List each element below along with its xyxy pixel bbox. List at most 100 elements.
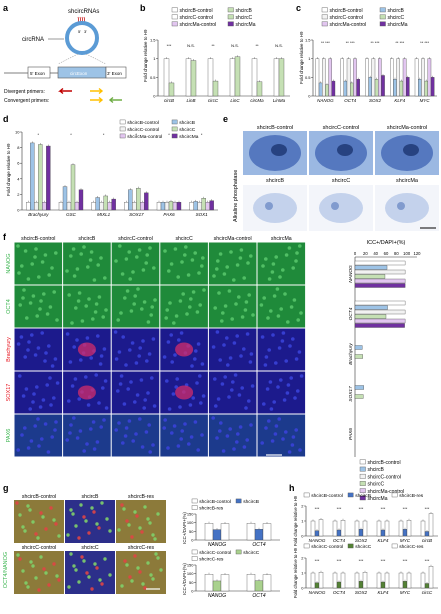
cell-nucleus bbox=[78, 429, 83, 433]
cell-nucleus bbox=[198, 374, 202, 378]
category-label: NANOG bbox=[317, 98, 334, 103]
bar bbox=[427, 58, 432, 97]
category-label: MIXL1 bbox=[97, 212, 111, 217]
bar bbox=[111, 198, 116, 211]
legend-label: shcircMa-control bbox=[180, 22, 217, 28]
bar bbox=[340, 520, 346, 537]
bar bbox=[340, 572, 346, 589]
cell-nucleus bbox=[35, 385, 39, 389]
legend-swatch bbox=[119, 133, 126, 139]
cell-nucleus bbox=[272, 400, 277, 404]
bar bbox=[328, 58, 332, 97]
cell-nucleus bbox=[191, 396, 195, 400]
bar bbox=[204, 574, 214, 592]
cell-nucleus bbox=[173, 247, 178, 251]
category-label: LinMa bbox=[273, 98, 286, 103]
cell-nucleus bbox=[211, 416, 215, 420]
panel-a: a shcircRNAs 5' 3' circRNA 5' Exon circE… bbox=[3, 3, 127, 104]
cell-nucleus bbox=[221, 449, 226, 453]
bar bbox=[340, 58, 344, 97]
cell-nucleus bbox=[149, 313, 153, 317]
bar bbox=[212, 529, 222, 541]
cell-nucleus bbox=[242, 347, 246, 351]
bar bbox=[70, 164, 76, 211]
colony-core bbox=[337, 144, 353, 156]
cell-nucleus bbox=[287, 246, 292, 250]
cell-nucleus bbox=[266, 316, 270, 320]
bar bbox=[354, 318, 406, 324]
panel-c-chart: 0 0.5 1 1.5 NANOG ** *** OCT4 ** *** SOX2 ** *** K… bbox=[305, 38, 437, 103]
panel-letter-b: b bbox=[140, 3, 146, 13]
cell-nucleus bbox=[131, 270, 135, 274]
cell-nucleus bbox=[18, 557, 22, 561]
cell-nucleus bbox=[82, 515, 86, 519]
cell-nucleus bbox=[19, 335, 24, 339]
category-label: SOX2 bbox=[369, 98, 382, 103]
cell-nucleus bbox=[103, 557, 107, 561]
cell-nucleus bbox=[168, 301, 172, 305]
cell-nucleus bbox=[197, 271, 201, 275]
cell-nucleus bbox=[72, 345, 76, 349]
panel-c: c Fold change relative to H9 shcircB-con… bbox=[296, 3, 437, 103]
column-label: shcircC-control bbox=[118, 236, 153, 242]
cell-nucleus bbox=[200, 264, 204, 268]
bar bbox=[246, 523, 256, 541]
cell-nucleus bbox=[151, 577, 155, 581]
y-tick-label: 1 bbox=[301, 571, 304, 576]
cell-nucleus bbox=[43, 253, 48, 257]
cell-nucleus bbox=[237, 393, 242, 397]
cell-nucleus bbox=[238, 256, 243, 260]
cell-nucleus bbox=[39, 555, 43, 559]
cell-nucleus bbox=[29, 439, 34, 443]
cell-nucleus bbox=[38, 405, 43, 409]
cell-nucleus bbox=[144, 430, 149, 434]
divergent-arrow-icon bbox=[58, 87, 72, 95]
significance-label: ** *** bbox=[321, 40, 330, 45]
cell-nucleus bbox=[148, 521, 152, 525]
positive-staining bbox=[77, 385, 96, 400]
panel-letter-h: h bbox=[289, 483, 295, 493]
cell-nucleus bbox=[234, 302, 238, 306]
cell-nucleus bbox=[74, 568, 78, 572]
bar bbox=[254, 580, 264, 592]
cell-nucleus bbox=[29, 560, 33, 564]
cell-nucleus bbox=[82, 449, 86, 453]
panel-h: h shcircB-control shcircB shcircB-resshcir… bbox=[289, 483, 438, 598]
cell-nucleus bbox=[151, 533, 155, 537]
tick-label: 0 bbox=[354, 251, 357, 256]
cell-nucleus bbox=[129, 309, 134, 313]
cell-nucleus bbox=[242, 445, 247, 449]
cell-nucleus bbox=[86, 265, 90, 269]
cell-nucleus bbox=[34, 576, 38, 580]
colony-core bbox=[271, 144, 287, 156]
cell-nucleus bbox=[94, 302, 99, 306]
cell-nucleus bbox=[220, 319, 224, 323]
panel-h-charts: shcircB-control shcircB shcircB-res shcircC… bbox=[293, 492, 438, 598]
cell-nucleus bbox=[156, 512, 160, 516]
category-label: NANOG bbox=[208, 542, 226, 548]
cell-nucleus bbox=[23, 529, 27, 533]
bar bbox=[74, 202, 80, 211]
panel-e-images: shcircB-control shcircC-control shcircMa-c… bbox=[243, 125, 439, 231]
legend-label: shcircB-control bbox=[311, 493, 343, 499]
cell-nucleus bbox=[69, 552, 73, 556]
cell-nucleus bbox=[243, 308, 248, 312]
y-tick-label: 0 bbox=[17, 208, 20, 213]
cell-nucleus bbox=[134, 432, 138, 436]
cell-nucleus bbox=[296, 318, 301, 322]
cell-nucleus bbox=[133, 510, 137, 514]
cell-nucleus bbox=[28, 301, 33, 305]
bar bbox=[256, 81, 263, 97]
cell-nucleus bbox=[228, 356, 233, 360]
cell-nucleus bbox=[146, 561, 150, 565]
row-label: NANOG bbox=[6, 253, 12, 273]
y-axis-label: Fold change relative to H9 bbox=[293, 495, 298, 546]
cell-nucleus bbox=[128, 575, 132, 579]
bar bbox=[325, 84, 329, 97]
cell-nucleus bbox=[163, 249, 167, 253]
cell-nucleus bbox=[183, 422, 187, 426]
tick-label: 60 bbox=[384, 251, 389, 256]
bar bbox=[380, 529, 386, 537]
